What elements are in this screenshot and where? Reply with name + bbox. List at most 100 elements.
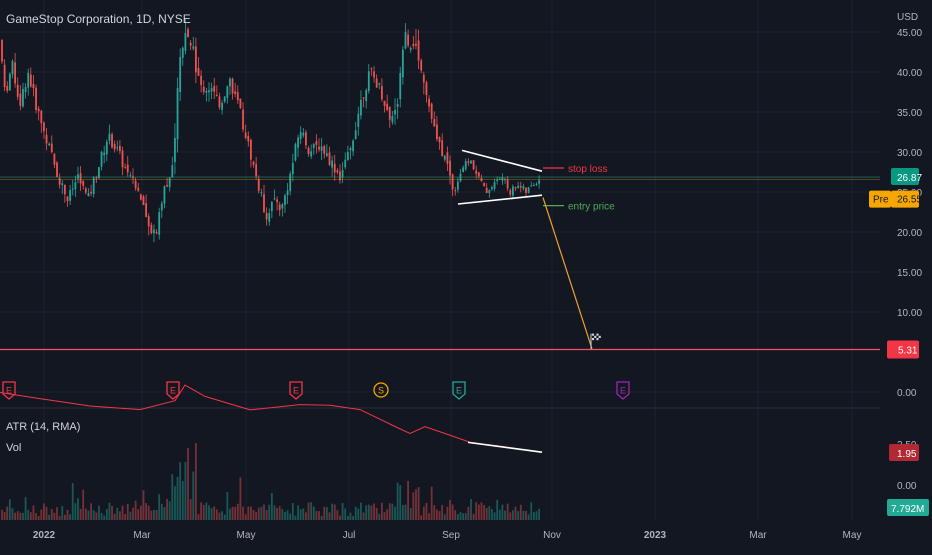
time-tick: Mar <box>133 530 151 541</box>
drawing-tools[interactable]: stop loss entry price E E E S E E <box>0 149 932 453</box>
candle-body <box>32 83 35 89</box>
volume-bar <box>239 477 242 520</box>
volume-bar <box>462 513 465 520</box>
candle-body <box>367 71 370 92</box>
volume-bar <box>77 498 79 520</box>
target-flag-icon <box>590 333 601 350</box>
volume-bar <box>475 502 478 520</box>
candle-body <box>40 110 43 124</box>
flag-cell <box>598 338 601 341</box>
volume-bar <box>3 512 6 520</box>
candle-body <box>255 164 258 177</box>
candle-body <box>43 122 45 132</box>
event-marker[interactable]: E <box>289 381 303 400</box>
candle-body <box>45 134 48 144</box>
candle-body <box>341 170 344 178</box>
candle-body <box>294 144 297 161</box>
flag-cell <box>596 338 599 341</box>
volume-bar <box>394 506 396 520</box>
candle-body <box>420 60 423 71</box>
volume-bar <box>286 510 289 520</box>
volume-bar <box>333 504 336 520</box>
candle-body <box>530 185 533 187</box>
candle-body <box>63 185 66 195</box>
candle-body <box>197 67 200 76</box>
volume-bar <box>323 506 326 520</box>
candle-body <box>325 153 328 157</box>
volume-bar <box>98 505 100 520</box>
candle-body <box>333 163 336 173</box>
volume-bar <box>535 511 538 520</box>
candle-body <box>11 60 14 75</box>
projection-line[interactable] <box>542 197 593 349</box>
volume-bar <box>242 506 244 520</box>
candle-body <box>512 186 514 196</box>
candle-body <box>213 85 216 92</box>
event-marker[interactable]: E <box>452 381 466 400</box>
candle-body <box>24 87 27 93</box>
volume-bar <box>493 512 496 520</box>
time-tick: Nov <box>543 530 561 541</box>
volume-bar <box>472 513 475 520</box>
volume-bar <box>362 512 365 520</box>
candle-body <box>98 167 100 179</box>
wedge-lower-line[interactable] <box>457 194 543 205</box>
candle-body <box>234 91 237 95</box>
symbol-title: GameStop Corporation, 1D, NYSE <box>6 12 191 26</box>
volume-bar <box>501 504 504 520</box>
volume-bar <box>318 511 320 520</box>
volume-bar <box>53 512 56 520</box>
volume-bar <box>477 504 480 520</box>
volume-bar <box>8 499 11 520</box>
volume-bar <box>226 492 229 520</box>
candle-body <box>50 143 53 153</box>
volume-bar <box>260 506 263 520</box>
candle-body <box>307 147 310 155</box>
volume-bar <box>113 513 116 520</box>
event-marker[interactable]: E <box>166 381 180 400</box>
candle-body <box>454 190 457 192</box>
volume-bar <box>360 502 362 520</box>
event-marker[interactable]: E <box>2 381 16 400</box>
flag-cell <box>594 333 597 336</box>
volume-bar <box>132 507 134 520</box>
volume-bar <box>352 515 354 520</box>
volume-bar <box>367 504 370 520</box>
volume-bar <box>375 507 378 520</box>
event-marker[interactable]: E <box>616 381 630 400</box>
volume-bar <box>532 512 535 520</box>
volume-bar <box>357 508 360 520</box>
volume-bar <box>454 510 457 520</box>
wedge-upper-line[interactable] <box>461 149 543 172</box>
candle-body <box>370 68 373 70</box>
candle-body <box>527 187 530 193</box>
target-value: 5.31 <box>898 346 918 357</box>
candle-body <box>176 88 179 140</box>
candle-body <box>514 187 517 189</box>
candle-body <box>208 90 210 93</box>
candle-body <box>477 172 480 177</box>
candle-body <box>179 57 182 92</box>
volume-bar <box>451 504 454 520</box>
candle-body <box>320 146 323 151</box>
candle-body <box>121 150 124 168</box>
atr-trendline[interactable] <box>467 441 543 453</box>
volume-bar <box>365 505 368 520</box>
volume-bar <box>420 515 423 520</box>
volume-bar <box>276 508 278 520</box>
flag-cell <box>594 335 597 338</box>
volume-bar <box>252 509 255 520</box>
event-marker[interactable]: S <box>373 382 389 398</box>
atr-tick: 0.00 <box>897 481 917 492</box>
candle-body <box>153 229 155 234</box>
volume-bar <box>339 515 341 520</box>
candle-body <box>90 191 92 194</box>
volume-bar <box>415 489 417 520</box>
candle-body <box>430 103 433 119</box>
candle-body <box>344 159 347 168</box>
candle-body <box>126 164 129 173</box>
